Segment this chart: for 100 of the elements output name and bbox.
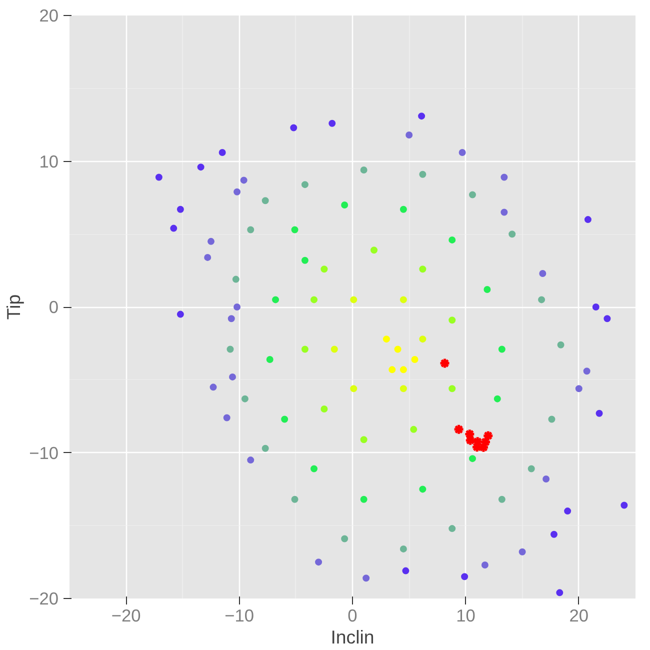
point <box>223 414 230 422</box>
x-tick-label: 0 <box>348 606 358 626</box>
point <box>394 346 402 353</box>
y-tick-label: 0 <box>48 297 59 317</box>
point <box>234 188 241 196</box>
point <box>234 304 241 310</box>
point <box>229 373 236 380</box>
point <box>498 346 506 353</box>
point <box>482 430 494 442</box>
point <box>210 384 217 391</box>
point <box>291 496 298 503</box>
point <box>291 226 298 234</box>
point <box>419 336 426 343</box>
point <box>528 465 535 472</box>
y-axis-title: Tip <box>3 294 24 320</box>
point <box>406 132 413 139</box>
x-tick-label: 10 <box>456 606 476 626</box>
point <box>583 368 590 375</box>
point <box>500 208 508 216</box>
point <box>419 486 426 493</box>
point <box>419 170 426 178</box>
point <box>453 424 465 436</box>
point <box>155 174 162 181</box>
x-tick-label: −10 <box>224 606 254 626</box>
point <box>620 502 628 509</box>
point <box>448 236 456 244</box>
point <box>310 296 318 304</box>
point <box>468 191 476 198</box>
point <box>247 456 254 464</box>
y-tick-label: 20 <box>39 6 59 26</box>
point <box>370 246 378 254</box>
point <box>328 120 336 127</box>
point <box>508 230 516 238</box>
point <box>204 254 212 261</box>
point <box>350 385 358 392</box>
point <box>360 166 368 174</box>
point <box>382 336 390 343</box>
point <box>362 574 370 582</box>
point <box>410 426 418 433</box>
point <box>262 444 269 452</box>
point <box>170 224 178 232</box>
point <box>241 395 248 402</box>
x-axis-title: Inclin <box>330 626 374 648</box>
point <box>484 286 491 294</box>
point <box>500 174 508 181</box>
point <box>448 316 456 324</box>
point <box>419 266 426 273</box>
point <box>388 366 396 374</box>
point <box>592 304 600 310</box>
point <box>301 346 308 353</box>
point <box>400 545 407 552</box>
point <box>494 395 501 402</box>
point <box>458 149 466 156</box>
point <box>564 508 572 515</box>
point <box>272 296 280 304</box>
point <box>538 296 546 304</box>
point <box>341 201 348 208</box>
point <box>226 346 234 353</box>
point <box>468 455 476 462</box>
x-tick-label: −20 <box>111 606 141 626</box>
point <box>176 310 184 318</box>
point <box>556 589 564 596</box>
point <box>197 164 204 171</box>
y-tick-label: −20 <box>29 588 59 608</box>
point <box>548 416 556 423</box>
point <box>176 206 184 213</box>
point <box>320 406 328 413</box>
point <box>418 112 426 120</box>
y-tick-label: −10 <box>29 442 59 463</box>
point <box>266 356 274 363</box>
y-tick-label: 10 <box>39 151 59 172</box>
point <box>539 270 546 277</box>
point <box>320 266 328 273</box>
point <box>281 416 288 423</box>
point <box>228 315 235 322</box>
point <box>596 410 603 417</box>
point <box>262 197 269 204</box>
point <box>550 530 558 538</box>
point <box>301 256 308 264</box>
point <box>557 341 564 348</box>
x-tick-label: 20 <box>569 606 589 626</box>
point <box>301 181 308 188</box>
point <box>461 573 468 580</box>
point <box>330 346 338 353</box>
point <box>411 356 418 363</box>
point <box>360 496 368 503</box>
point <box>360 436 368 444</box>
point <box>439 358 451 370</box>
point <box>400 385 407 392</box>
point <box>575 385 582 392</box>
point <box>350 296 358 304</box>
point <box>542 475 550 482</box>
point <box>400 296 407 304</box>
point <box>584 216 592 224</box>
point <box>402 567 410 574</box>
point <box>208 238 214 245</box>
point <box>604 315 611 322</box>
point <box>310 465 318 472</box>
point <box>400 206 407 213</box>
point <box>247 226 254 234</box>
